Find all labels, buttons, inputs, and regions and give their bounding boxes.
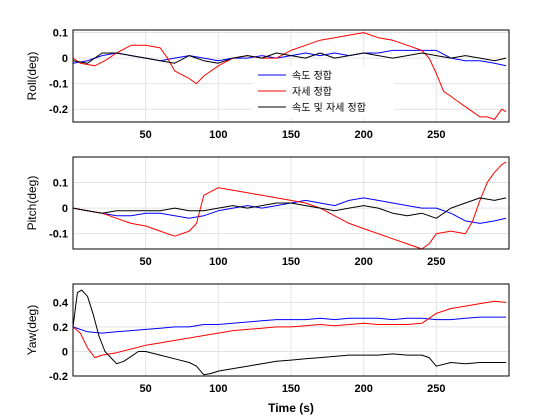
legend-label: 속도 정합 xyxy=(292,70,332,82)
pitch-axes-frame xyxy=(72,156,510,250)
pitch-xtick-label: 50 xyxy=(140,256,152,268)
pitch-y-axis-label: Pitch(deg) xyxy=(25,176,39,231)
legend-label: 자세 정합 xyxy=(292,86,332,98)
roll-series-2 xyxy=(72,52,507,64)
yaw-series-2 xyxy=(72,289,507,376)
roll-ytick-label: 0 xyxy=(62,53,68,65)
roll-xtick-label: 200 xyxy=(354,129,372,141)
roll-axes-frame xyxy=(72,29,510,123)
roll-xtick-label: 150 xyxy=(282,129,300,141)
roll-xtick-label: 100 xyxy=(209,129,227,141)
yaw-xtick-label: 100 xyxy=(209,383,227,395)
x-axis-label: Time (s) xyxy=(268,401,314,415)
roll-xtick-label: 250 xyxy=(427,129,445,141)
yaw-chart: 50 100 150 200 250 0.4 0.2 0 -0.2 Yaw(deg) xyxy=(25,283,510,395)
roll-series-1 xyxy=(72,32,507,120)
yaw-ytick-label: 0.4 xyxy=(53,297,69,309)
pitch-chart: 50 100 150 200 250 0.1 0 -0.1 Pitch(deg) xyxy=(25,156,510,268)
pitch-xtick-label: 100 xyxy=(209,256,227,268)
yaw-xtick-label: 150 xyxy=(282,383,300,395)
pitch-ytick-label: 0.1 xyxy=(53,178,68,190)
roll-ytick-label: -0.2 xyxy=(49,104,68,116)
yaw-series-1 xyxy=(72,300,507,359)
yaw-ytick-label: 0.2 xyxy=(53,322,68,334)
roll-y-axis-label: Roll(deg) xyxy=(25,52,39,101)
roll-chart: 50 100 150 200 250 0.1 0 -0.1 -0.2 Roll(deg) xyxy=(25,28,510,141)
pitch-xtick-label: 250 xyxy=(427,256,445,268)
yaw-axes-frame xyxy=(72,283,510,377)
pitch-xtick-label: 200 xyxy=(354,256,372,268)
legend-label: 속도 및 자세 정합 xyxy=(292,102,366,114)
yaw-y-axis-label: Yaw(deg) xyxy=(25,305,39,355)
roll-xtick-label: 50 xyxy=(140,129,152,141)
yaw-ytick-label: 0 xyxy=(62,346,68,358)
yaw-ytick-label: -0.2 xyxy=(49,371,68,383)
pitch-ytick-label: 0 xyxy=(62,203,68,215)
yaw-series-0 xyxy=(72,316,507,334)
roll-ytick-label: -0.1 xyxy=(49,79,68,91)
yaw-xtick-label: 250 xyxy=(427,383,445,395)
pitch-ytick-label: -0.1 xyxy=(49,229,68,241)
roll-ytick-label: 0.1 xyxy=(53,28,68,40)
pitch-xtick-label: 150 xyxy=(282,256,300,268)
pitch-series-1 xyxy=(72,161,507,250)
yaw-xtick-label: 200 xyxy=(354,383,372,395)
pitch-series-2 xyxy=(72,197,507,219)
yaw-xtick-label: 50 xyxy=(140,383,152,395)
